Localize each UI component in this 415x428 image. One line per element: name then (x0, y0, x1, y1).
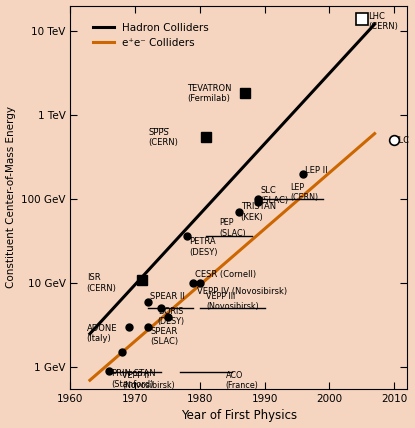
Text: SPEAR II: SPEAR II (150, 291, 185, 300)
Text: PEP
(SLAC): PEP (SLAC) (219, 218, 246, 238)
Text: VEPP III
(Novosibirsk): VEPP III (Novosibirsk) (206, 292, 259, 312)
Text: VEPP IV (Novosibirsk): VEPP IV (Novosibirsk) (197, 287, 287, 296)
Text: SLC
(SLAC): SLC (SLAC) (260, 186, 288, 205)
Text: LEP
(CERN): LEP (CERN) (290, 183, 319, 202)
Text: ACO
(France): ACO (France) (226, 371, 259, 390)
Text: TRISTAN
(KEK): TRISTAN (KEK) (241, 202, 276, 222)
Legend: Hadron Colliders, e⁺e⁻ Colliders: Hadron Colliders, e⁺e⁻ Colliders (89, 18, 213, 52)
Text: ILC: ILC (396, 136, 409, 145)
Text: TEVATRON
(Fermilab): TEVATRON (Fermilab) (187, 84, 232, 103)
Text: PRIN-STAN
(Stanford): PRIN-STAN (Stanford) (111, 369, 156, 389)
Text: ISR
(CERN): ISR (CERN) (87, 273, 117, 293)
Text: CESR (Cornell): CESR (Cornell) (195, 270, 256, 279)
Text: PETRA
(DESY): PETRA (DESY) (189, 237, 217, 256)
Text: DORIS
(DESY): DORIS (DESY) (158, 307, 185, 326)
X-axis label: Year of First Physics: Year of First Physics (181, 410, 297, 422)
Text: VEPP II
(Novosibirsk): VEPP II (Novosibirsk) (122, 371, 175, 390)
Text: SPEAR
(SLAC): SPEAR (SLAC) (150, 327, 178, 347)
Text: LHC
(CERN): LHC (CERN) (368, 12, 398, 31)
Text: ADONE
(Italy): ADONE (Italy) (87, 324, 117, 343)
Y-axis label: Constituent Center-of-Mass Energy: Constituent Center-of-Mass Energy (5, 106, 15, 288)
Text: LEP II: LEP II (305, 166, 328, 175)
Text: S̅P̅P̅S̅
(CERN): S̅P̅P̅S̅ (CERN) (148, 128, 178, 147)
